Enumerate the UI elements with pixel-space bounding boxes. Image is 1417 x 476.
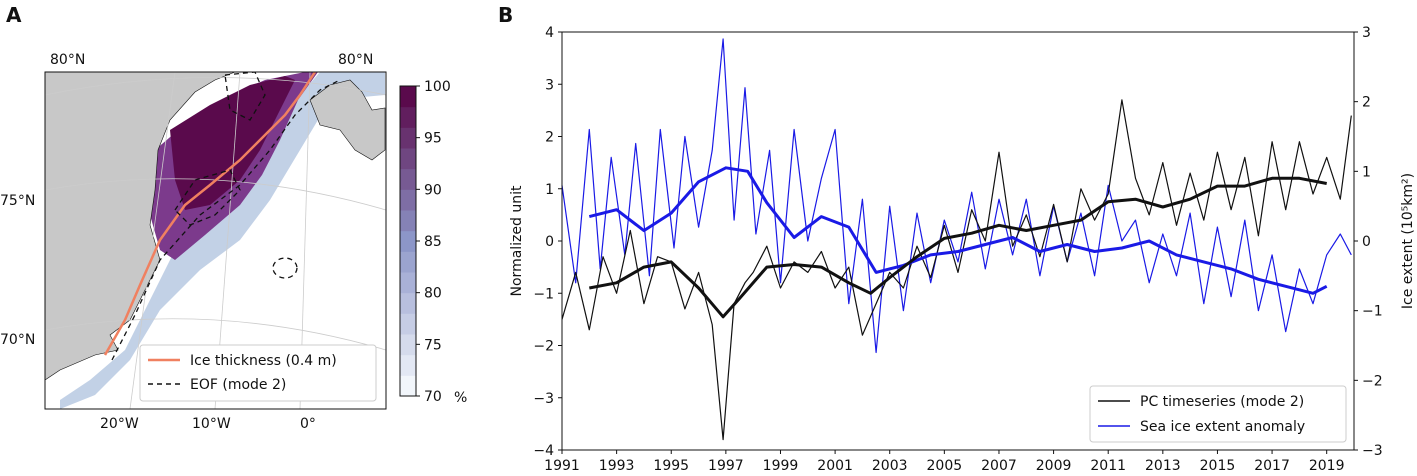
timeseries-chart: 1991 1993 1995 1997 1999 2001 2003 2005 2007 2009… [509,25,1416,474]
lat-label-top-left: 80°N [50,52,85,68]
x-tick-label: 2015 [1200,458,1236,474]
panel-a-letter: A [6,3,22,27]
series-line-sea-ice-extent-anomaly [561,38,1352,354]
map-frame [44,71,387,410]
y-tick-label-right: −2 [1362,373,1383,389]
map-legend: Ice thickness (0.4 m) EOF (mode 2) [139,344,377,402]
colorbar-band [400,334,416,356]
lon-label-10w: 10°W [192,416,231,432]
colorbar-tick-label: 80 [424,286,442,302]
colorbar-band [400,313,416,335]
y-tick-label-right: −3 [1362,443,1383,459]
x-tick-label: 2005 [927,458,963,474]
legend-ice-thickness-label: Ice thickness (0.4 m) [190,353,337,369]
colorbar-tick-label: 70 [424,389,442,405]
x-tick-label: 1999 [763,458,799,474]
panel-b-letter: B [498,3,513,27]
colorbar-tick-label: 90 [424,182,442,198]
eof-contour-outer [111,79,341,361]
colorbar-band [400,127,416,149]
y-axis-label-right: Ice extent (10⁵km²) [1400,173,1416,309]
y-tick-label-right: 1 [1362,164,1371,180]
x-tick-label: 2001 [817,458,853,474]
eof-contour-inner [174,169,241,226]
lat-label-top-right: 80°N [338,52,373,68]
lon-label-0: 0° [300,416,316,432]
y-tick-label-right: 3 [1362,25,1371,41]
colorbar-band [400,210,416,232]
y-tick-label-right: −1 [1362,304,1383,320]
colorbar-tick-label: 85 [424,234,442,250]
colorbar-band [400,354,416,376]
colorbar-band [400,272,416,294]
y-tick-label-left: −3 [533,391,554,407]
chart-legend-box [1089,385,1347,443]
colorbar-band [400,168,416,190]
y-tick-label-left: 2 [545,130,554,146]
colorbar-band [400,292,416,314]
x-tick-label: 1991 [544,458,580,474]
y-tick-label-left: 0 [545,234,554,250]
x-tick-label: 2003 [872,458,908,474]
lat-label-70: 70°N [0,332,35,348]
legend-pc-label: PC timeseries (mode 2) [1140,394,1304,410]
colorbar-band [400,86,416,108]
graticule [45,72,386,409]
eof-contour-north [224,72,266,121]
y-tick-label-left: 4 [545,25,554,41]
x-tick-label: 2011 [1090,458,1126,474]
x-tick-label: 2009 [1036,458,1072,474]
svalbard-land [309,79,386,161]
x-tick-label: 2019 [1309,458,1345,474]
y-tick-label-right: 2 [1362,95,1371,111]
x-tick-label: 1995 [653,458,689,474]
colorbar-band [400,189,416,211]
map-legend-box [139,344,377,402]
core-concentration-field [170,76,295,210]
legend-eof-label: EOF (mode 2) [190,377,286,393]
colorbar: 100 95 90 85 80 75 70 % [399,79,467,406]
colorbar-band [400,230,416,252]
x-tick-label: 2007 [981,458,1017,474]
series-line-sea-ice-extent-smoothed [588,166,1328,295]
y-axis-label-left: Normalized unit [509,185,525,296]
lon-label-20w: 20°W [100,416,139,432]
series-line-pc-timeseries-mode-2- [561,99,1352,441]
y-tick-label-left: −4 [533,443,554,459]
y-tick-label-right: 0 [1362,234,1371,250]
lat-label-75: 75°N [0,193,35,209]
x-tick-label: 1993 [599,458,635,474]
series-line-pc-timeseries-smoothed [589,176,1327,319]
y-tick-label-left: 3 [545,77,554,93]
legend-ice-label: Sea ice extent anomaly [1140,419,1305,435]
y-tick-label-left: −2 [533,339,554,355]
x-tick-label: 2013 [1145,458,1181,474]
colorbar-band [400,148,416,170]
colorbar-band [400,375,416,397]
x-tick-label: 1997 [708,458,744,474]
colorbar-band [400,106,416,128]
map-panel: 80°N 80°N 75°N 70°N 20°W 10°W 0° Ice thi… [0,52,387,432]
ice-thickness-contour [103,72,317,356]
colorbar-band [400,251,416,273]
colorbar-tick-label: 95 [424,131,442,147]
x-tick-label: 2017 [1254,458,1290,474]
y-tick-label-left: −1 [533,286,554,302]
colorbar-tick-label: 75 [424,337,442,353]
colorbar-unit: % [454,390,467,406]
colorbar-tick-label: 100 [424,79,451,95]
y-tick-label-left: 1 [545,182,554,198]
eof-contour-island [272,257,298,279]
chart-legend: PC timeseries (mode 2) Sea ice extent an… [1089,385,1347,443]
